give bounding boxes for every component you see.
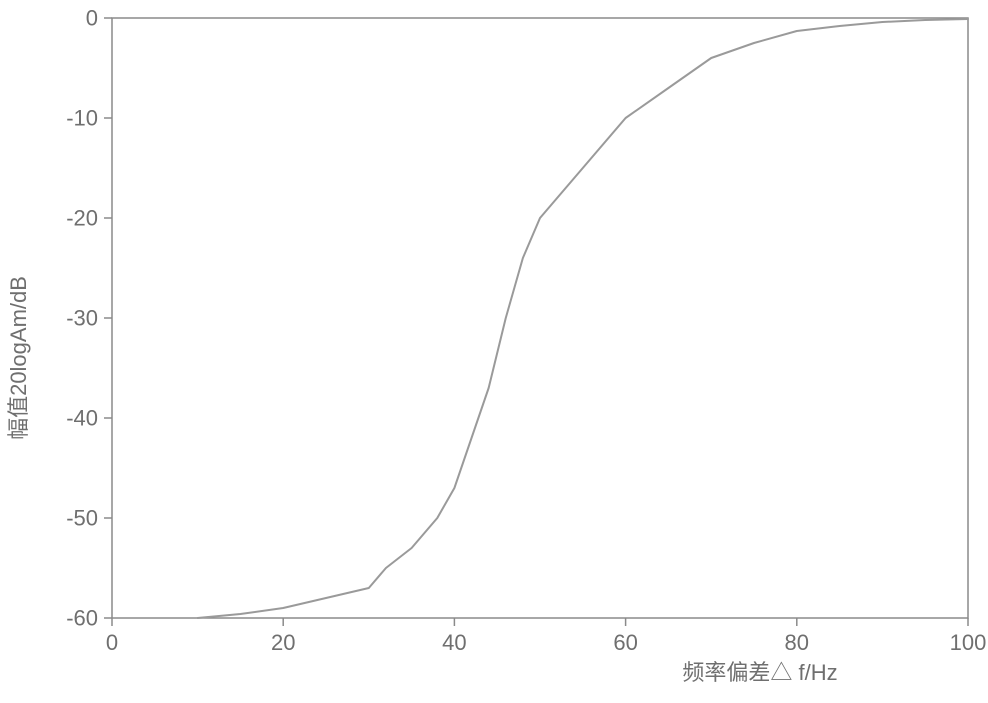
y-axis-label: 幅值20logAm/dB <box>6 276 31 440</box>
x-tick-label: 0 <box>106 630 118 655</box>
y-tick-label: -20 <box>66 206 98 231</box>
chart-container: 0 20 40 60 80 100 -60 -50 -40 -30 -20 -10 0 幅值20logAm… <box>0 0 988 703</box>
y-tick-label: -30 <box>66 306 98 331</box>
x-tick-label: 80 <box>785 630 809 655</box>
x-axis-label: 频率偏差△ f/Hz <box>682 660 837 685</box>
y-tick-label: -50 <box>66 506 98 531</box>
x-tick-label: 40 <box>442 630 466 655</box>
y-tick-label: -40 <box>66 406 98 431</box>
x-tick-label: 100 <box>950 630 987 655</box>
chart-background <box>0 0 988 703</box>
x-tick-label: 20 <box>271 630 295 655</box>
line-chart: 0 20 40 60 80 100 -60 -50 -40 -30 -20 -10 0 幅值20logAm… <box>0 0 988 703</box>
y-tick-label: -10 <box>66 106 98 131</box>
y-tick-label: -60 <box>66 606 98 631</box>
y-tick-label: 0 <box>86 6 98 31</box>
x-tick-label: 60 <box>613 630 637 655</box>
